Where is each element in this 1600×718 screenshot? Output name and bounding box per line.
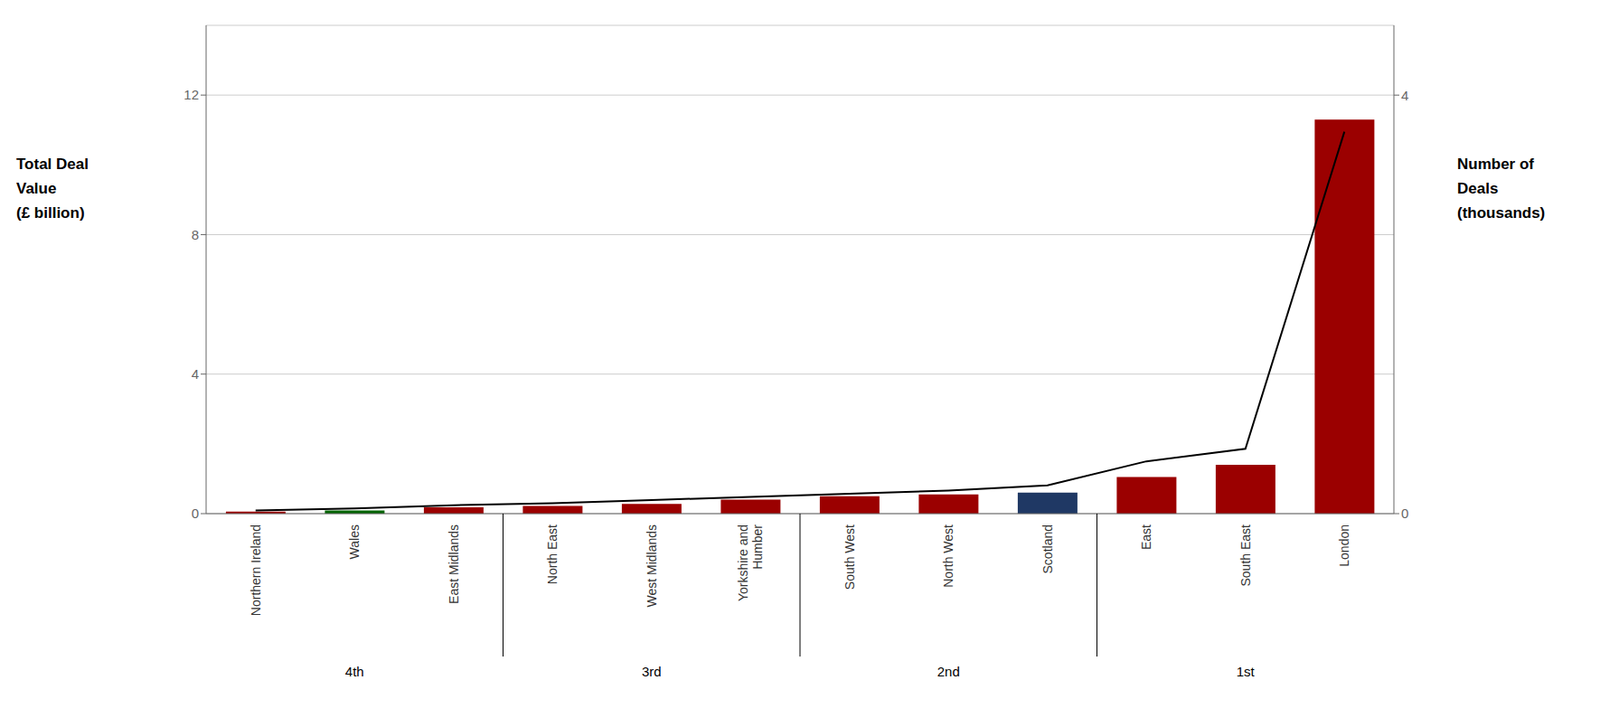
svg-text:London: London — [1336, 524, 1352, 567]
svg-text:Yorkshire andHumber: Yorkshire andHumber — [735, 524, 764, 602]
svg-text:1st: 1st — [1236, 663, 1256, 679]
html-text:Total Deal Value (£ billion): Total Deal Value (£ billion) — [16, 155, 89, 222]
svg-text:3rd: 3rd — [641, 663, 662, 679]
svg-text:Northern Ireland: Northern Ireland — [248, 524, 264, 616]
svg-text:4: 4 — [191, 366, 199, 382]
svg-text:West Midlands: West Midlands — [644, 524, 659, 608]
svg-text:East: East — [1138, 524, 1154, 550]
svg-text:Scotland: Scotland — [1040, 524, 1055, 574]
svg-text:North East: North East — [545, 524, 560, 584]
html-text:Number of Deals (thousands): Number of Deals (thousands) — [1457, 155, 1546, 222]
svg-text:East Midlands: East Midlands — [446, 524, 462, 604]
svg-text:4th: 4th — [345, 663, 365, 679]
svg-text:South East: South East — [1238, 524, 1253, 587]
svg-text:North West: North West — [941, 524, 956, 588]
svg-text:8: 8 — [191, 226, 199, 243]
svg-text:2nd: 2nd — [937, 663, 960, 679]
svg-text:4: 4 — [1401, 87, 1409, 104]
svg-text:0: 0 — [191, 505, 199, 521]
svg-text:Wales: Wales — [347, 524, 362, 559]
svg-text:0: 0 — [1401, 505, 1409, 521]
svg-text:12: 12 — [183, 86, 199, 103]
svg-text:South West: South West — [842, 524, 857, 590]
